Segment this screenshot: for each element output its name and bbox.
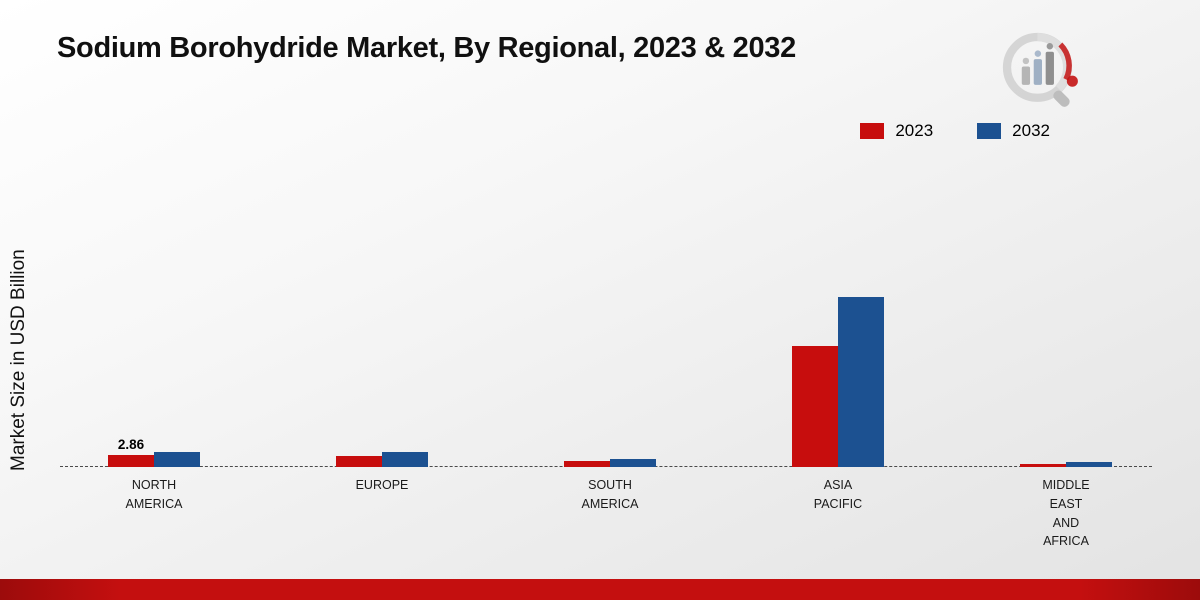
bar-group-south-america: SOUTH AMERICA xyxy=(564,458,656,511)
bar-2023-asia-pacific xyxy=(792,346,838,467)
category-label-north-america: NORTH AMERICA xyxy=(125,478,183,511)
bar-2023-south-america xyxy=(564,461,610,467)
bar-2032-north-america xyxy=(154,451,200,467)
bar-value-label: 2.86 xyxy=(117,437,145,452)
bar-2032-asia-pacific xyxy=(838,297,884,467)
bar-group-asia-pacific: ASIA PACIFIC xyxy=(792,297,884,511)
y-axis-label: Market Size in USD Billion xyxy=(8,249,29,471)
legend-label-2023: 2023 xyxy=(895,121,934,140)
legend-swatch-2023 xyxy=(860,123,885,139)
category-label-middle-east-and-africa: MIDDLE EAST AND AFRICA xyxy=(1042,478,1090,549)
category-label-south-america: SOUTH AMERICA xyxy=(581,478,639,511)
bar-2023-europe xyxy=(336,456,382,467)
bar-2023-north-america: 2.86 xyxy=(108,437,154,467)
brand-logo-icon xyxy=(1002,32,1078,107)
legend-item-2032: 2032 xyxy=(977,121,1050,141)
category-label-asia-pacific: ASIA PACIFIC xyxy=(813,478,863,511)
footer-accent-bar xyxy=(0,579,1200,600)
bar-group-north-america: 2.86 NORTH AMERICA xyxy=(108,437,200,511)
bar-2032-europe xyxy=(382,452,428,467)
bar-chart-plot-area: 2.86 NORTH AMERICA EUROPE SOUTH AMERICA ASIA… xyxy=(40,297,1180,548)
bar-group-europe: EUROPE xyxy=(336,452,428,492)
chart-legend: 2023 2032 xyxy=(860,121,1050,141)
legend-item-2023: 2023 xyxy=(860,121,933,141)
chart-title: Sodium Borohydride Market, By Regional, … xyxy=(57,32,796,64)
bar-2032-middle-east-and-africa xyxy=(1066,461,1112,467)
category-label-europe: EUROPE xyxy=(355,478,409,492)
bar-2032-south-america xyxy=(610,458,656,467)
legend-swatch-2032 xyxy=(977,123,1002,139)
bar-group-middle-east-and-africa: MIDDLE EAST AND AFRICA xyxy=(1020,461,1112,548)
bar-2023-middle-east-and-africa xyxy=(1020,463,1066,467)
legend-label-2032: 2032 xyxy=(1012,121,1050,140)
